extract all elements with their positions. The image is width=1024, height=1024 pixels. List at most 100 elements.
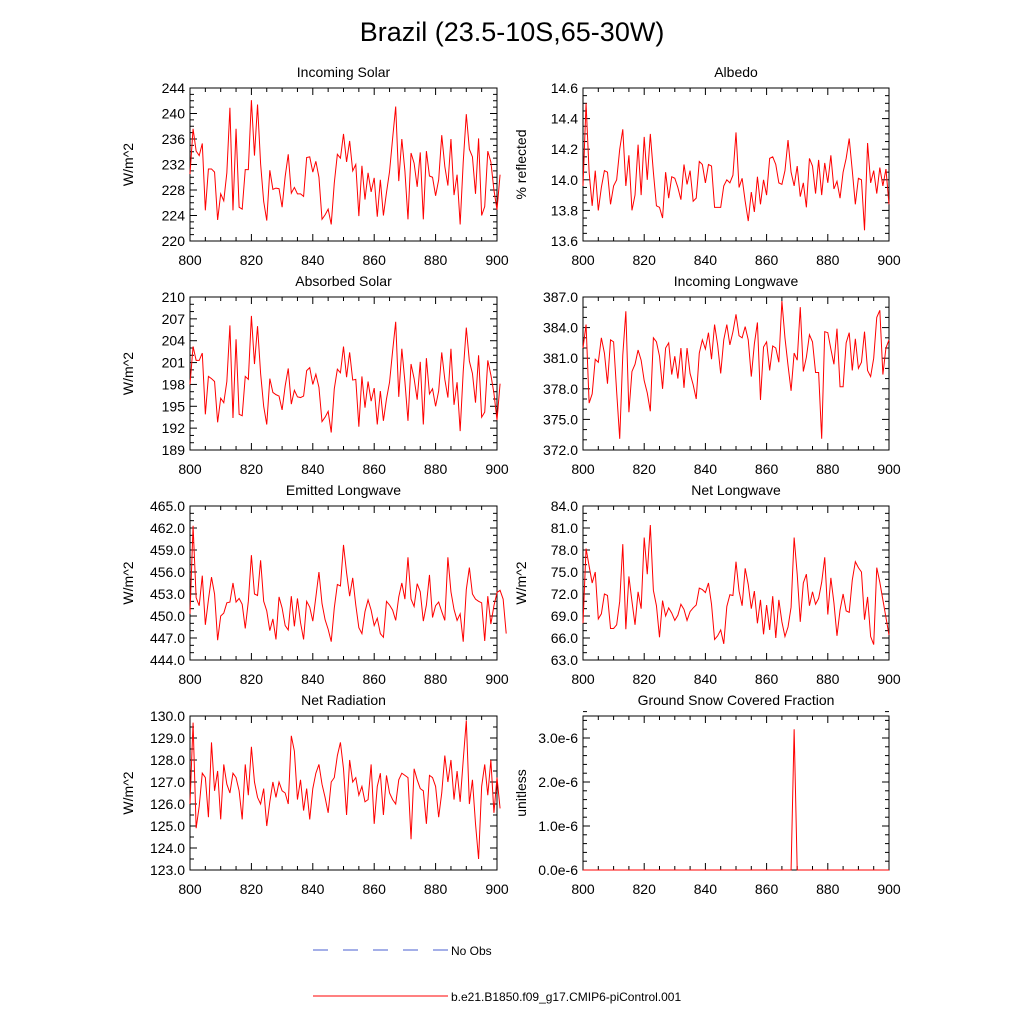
x-tick-label: 860 bbox=[363, 671, 387, 687]
y-tick-label: 81.0 bbox=[551, 520, 578, 536]
y-tick-label: 204 bbox=[162, 333, 186, 349]
y-tick-label: 14.2 bbox=[551, 141, 578, 157]
x-tick-label: 900 bbox=[485, 461, 509, 477]
y-tick-label: 75.0 bbox=[551, 564, 578, 580]
x-tick-label: 860 bbox=[363, 461, 387, 477]
y-tick-label: 228 bbox=[162, 182, 186, 198]
y-tick-label: 453.0 bbox=[150, 586, 185, 602]
y-tick-label: 462.0 bbox=[150, 520, 185, 536]
y-tick-label: 189 bbox=[162, 442, 186, 458]
plot-net-radiation: 800 820 840 860 880 900 123.0 124.0 125.0 126.0 12… bbox=[120, 692, 509, 897]
plot-title: Ground Snow Covered Fraction bbox=[638, 692, 835, 708]
x-tick-label: 840 bbox=[694, 252, 718, 268]
series-line bbox=[189, 720, 501, 860]
x-tick-label: 860 bbox=[363, 252, 387, 268]
plot-title: Net Radiation bbox=[301, 692, 386, 708]
y-tick-label: 0.0e-6 bbox=[538, 862, 578, 878]
x-tick-label: 900 bbox=[485, 252, 509, 268]
plot-frame bbox=[189, 715, 498, 871]
y-tick-label: 14.6 bbox=[551, 80, 578, 96]
plot-frame bbox=[189, 505, 498, 661]
x-tick-label: 800 bbox=[178, 881, 202, 897]
series-line bbox=[189, 315, 501, 433]
x-tick-label: 820 bbox=[633, 252, 657, 268]
series-line bbox=[582, 525, 890, 645]
x-tick-label: 820 bbox=[240, 252, 264, 268]
y-tick-label: 125.0 bbox=[150, 818, 185, 834]
plot-title: Net Longwave bbox=[691, 482, 781, 498]
x-tick-label: 880 bbox=[816, 461, 840, 477]
y-tick-label: 224 bbox=[162, 208, 186, 224]
legend: No Obs b.e21.B1850.f09_g17.CMIP6-piContr… bbox=[313, 944, 681, 1004]
y-tick-label: 13.8 bbox=[551, 202, 578, 218]
x-tick-label: 800 bbox=[178, 252, 202, 268]
x-tick-label: 800 bbox=[571, 671, 595, 687]
x-tick-label: 900 bbox=[877, 881, 901, 897]
series-line bbox=[583, 729, 889, 871]
y-tick-label: 447.0 bbox=[150, 630, 185, 646]
x-tick-label: 820 bbox=[633, 881, 657, 897]
y-axis-label: W/m^2 bbox=[120, 771, 136, 814]
plot-title: Incoming Solar bbox=[297, 64, 391, 80]
x-tick-label: 800 bbox=[571, 881, 595, 897]
y-tick-label: 244 bbox=[162, 80, 186, 96]
plot-frame bbox=[189, 87, 498, 242]
y-axis-label: W/m^2 bbox=[120, 352, 136, 395]
x-tick-label: 880 bbox=[424, 461, 448, 477]
y-tick-label: 78.0 bbox=[551, 542, 578, 558]
series-line bbox=[189, 525, 507, 642]
y-tick-label: 126.0 bbox=[150, 796, 185, 812]
plot-absorbed-solar: 800 820 840 860 880 900 189 192 195 198 201 204 207 2… bbox=[120, 273, 509, 477]
plot-incoming-longwave: 800 820 840 860 880 900 372.0 375.0 378.0 381.0 38… bbox=[543, 273, 901, 477]
y-tick-label: 124.0 bbox=[150, 840, 185, 856]
y-tick-label: 444.0 bbox=[150, 652, 185, 668]
x-tick-label: 820 bbox=[240, 461, 264, 477]
y-tick-label: 84.0 bbox=[551, 498, 578, 514]
x-tick-label: 900 bbox=[877, 252, 901, 268]
y-axis-label: % reflected bbox=[513, 129, 529, 199]
series-line bbox=[189, 100, 501, 225]
legend-model-label: b.e21.B1850.f09_g17.CMIP6-piControl.001 bbox=[451, 990, 681, 1004]
y-tick-label: 456.0 bbox=[150, 564, 185, 580]
legend-obs-label: No Obs bbox=[451, 944, 492, 958]
plot-frame bbox=[189, 296, 498, 451]
plot-emitted-longwave: 800 820 840 860 880 900 444.0 447.0 450.0 453.0 45… bbox=[120, 482, 509, 687]
x-tick-label: 880 bbox=[424, 252, 448, 268]
x-tick-label: 900 bbox=[485, 881, 509, 897]
y-tick-label: 14.0 bbox=[551, 172, 578, 188]
y-tick-label: 127.0 bbox=[150, 774, 185, 790]
plot-frame bbox=[582, 87, 890, 242]
y-tick-label: 378.0 bbox=[543, 381, 578, 397]
y-tick-label: 459.0 bbox=[150, 542, 185, 558]
x-tick-label: 860 bbox=[755, 252, 779, 268]
x-tick-label: 880 bbox=[816, 881, 840, 897]
plot-frame bbox=[582, 715, 890, 871]
x-tick-label: 860 bbox=[755, 671, 779, 687]
y-tick-label: 210 bbox=[162, 289, 186, 305]
y-tick-label: 128.0 bbox=[150, 752, 185, 768]
x-tick-label: 840 bbox=[301, 252, 325, 268]
x-tick-label: 900 bbox=[877, 671, 901, 687]
y-tick-label: 3.0e-6 bbox=[538, 730, 578, 746]
x-tick-label: 840 bbox=[301, 881, 325, 897]
x-tick-label: 800 bbox=[571, 461, 595, 477]
y-tick-label: 201 bbox=[162, 355, 186, 371]
series-line bbox=[582, 103, 890, 231]
y-axis-label: W/m^2 bbox=[120, 561, 136, 604]
x-tick-label: 840 bbox=[301, 671, 325, 687]
y-tick-label: 1.0e-6 bbox=[538, 818, 578, 834]
y-axis-label: W/m^2 bbox=[513, 561, 529, 604]
y-tick-label: 130.0 bbox=[150, 708, 185, 724]
y-tick-label: 13.6 bbox=[551, 233, 578, 249]
series-line bbox=[582, 301, 890, 439]
x-tick-label: 880 bbox=[424, 881, 448, 897]
x-tick-label: 820 bbox=[240, 881, 264, 897]
plot-frame bbox=[582, 296, 890, 451]
x-tick-label: 900 bbox=[877, 461, 901, 477]
y-tick-label: 375.0 bbox=[543, 411, 578, 427]
y-tick-label: 372.0 bbox=[543, 442, 578, 458]
y-tick-label: 381.0 bbox=[543, 350, 578, 366]
y-tick-label: 198 bbox=[162, 376, 186, 392]
y-tick-label: 387.0 bbox=[543, 289, 578, 305]
y-tick-label: 384.0 bbox=[543, 320, 578, 336]
